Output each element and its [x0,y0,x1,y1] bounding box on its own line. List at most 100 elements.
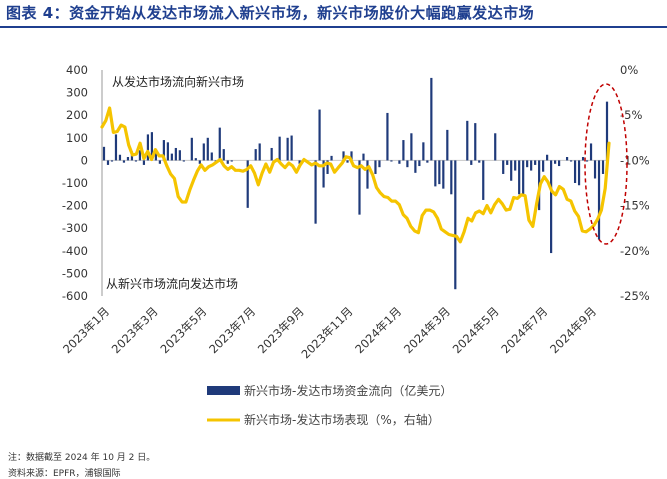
highlight-ellipse [584,83,628,245]
left-axis-ticks: -600 -500 -400 -300 -200 -100 0 100 200 300 400 [62,63,88,303]
flow-bar [198,160,201,164]
flow-bar [202,143,205,161]
flow-bar [470,160,473,165]
flow-bar [178,150,181,161]
flow-bar [478,160,481,163]
x-tick-label: 2024年1月 [352,304,404,356]
flow-bar [358,160,361,215]
flow-bar [442,160,445,189]
flow-bar [326,160,329,174]
flow-bar [450,160,453,195]
flow-bar [534,160,537,165]
left-tick-label: 300 [66,86,88,100]
flow-bar [593,160,597,179]
x-tick-label: 2024年3月 [401,304,453,356]
flow-bar [565,157,569,161]
flow-bar [569,160,573,162]
flow-bar [418,160,421,167]
x-tick-label: 2023年1月 [60,304,112,356]
left-tick-label: -500 [62,266,88,280]
flow-bar [166,142,169,161]
flow-bar [430,77,433,161]
x-tick-label: 2023年3月 [109,304,161,356]
flow-bar [170,153,173,161]
right-axis-ticks: -25% -20% -15% -10% -5% 0% [620,63,650,303]
flow-bar [174,147,177,161]
flow-bar [438,160,441,185]
flow-bars [102,77,609,290]
flow-bar [222,149,225,161]
flow-bar [314,160,317,224]
right-tick-label: -25% [620,289,650,303]
flow-bar [342,151,345,161]
title-underline [0,26,667,28]
right-tick-label: -10% [620,153,650,167]
flow-bar [286,137,289,161]
flow-bar [514,160,517,171]
flow-bar [573,160,577,183]
flow-bar [398,160,401,164]
x-tick-label: 2023年5月 [157,304,209,356]
flow-bar [154,151,157,161]
flow-bar [246,160,249,208]
flow-bar [258,143,261,161]
flow-bar [426,160,429,163]
flow-bar [230,160,233,162]
flow-bar [601,160,605,174]
flow-bar [530,160,533,171]
flow-bar [278,136,281,161]
flow-bar [518,160,521,195]
flow-bar [106,160,110,165]
flow-bar [390,160,393,162]
right-tick-label: -20% [620,244,650,258]
flow-bar [134,160,138,162]
performance-line [100,106,611,244]
left-tick-label: 0 [81,153,88,167]
flow-bar [226,160,229,164]
flow-bar [581,157,585,161]
annotation-inflow: 从发达市场流向新兴市场 [112,74,244,89]
flow-bar [322,160,325,188]
left-tick-label: -400 [62,244,88,258]
left-tick-label: -100 [62,176,88,190]
flow-bar [182,160,185,162]
flow-bar [158,160,161,164]
flow-bar [366,160,369,189]
x-tick-label: 2024年9月 [547,304,599,356]
flow-bar [402,140,405,161]
footnote: 注：数据截至 2024 年 10 月 2 日。 [8,453,156,463]
flow-bar [138,150,142,161]
flow-bar [386,112,389,161]
flow-bar [122,160,126,163]
flow-bar [474,123,477,161]
flow-bar [318,109,321,161]
flow-bar [446,129,449,161]
legend-label-performance: 新兴市场-发达市场表现（%，右轴） [244,412,440,427]
flow-bar [506,160,509,165]
flow-bar [102,146,106,161]
flow-bar [162,140,165,161]
x-tick-label: 2023年11月 [298,304,355,361]
figure-title: 图表 4：资金开始从发达市场流入新兴市场，新兴市场股价大幅跑赢发达市场 [6,4,535,22]
flow-bar [150,132,153,161]
flow-bar [194,158,197,161]
left-tick-label: 100 [66,131,88,145]
flow-bar [142,160,146,165]
flow-bar [210,152,213,161]
flow-bar [454,160,457,290]
flow-bar [510,160,513,181]
flow-bar [190,137,193,161]
flow-bar [434,160,437,187]
legend-label-flow: 新兴市场-发达市场资金流向（亿美元） [244,383,452,398]
flow-bar [290,135,293,161]
flow-bar [374,160,377,174]
flow-bar [482,160,485,200]
flow-bar [110,160,114,162]
right-tick-label: -15% [620,199,650,213]
flow-bar [542,160,545,172]
right-tick-label: 0% [620,63,638,77]
x-tick-label: 2024年5月 [450,304,502,356]
annotation-outflow: 从新兴市场流向发达市场 [106,276,238,291]
flow-bar [378,160,381,168]
